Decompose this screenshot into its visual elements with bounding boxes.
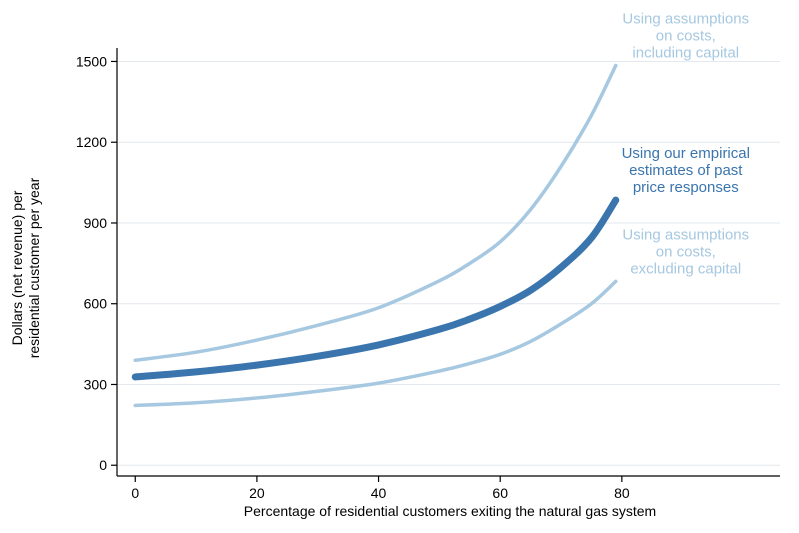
y-axis-title: Dollars (net revenue) per residential cu… bbox=[9, 177, 42, 358]
annotation-line: on costs, bbox=[656, 243, 716, 260]
annotation-line: on costs, bbox=[656, 27, 716, 44]
y-axis-title-line-2: residential customer per year bbox=[26, 177, 42, 358]
annotation-line: Using assumptions bbox=[622, 10, 749, 27]
annotation-line: Using assumptions bbox=[622, 226, 749, 243]
annotation-line: excluding capital bbox=[630, 260, 741, 277]
axes bbox=[111, 48, 780, 482]
y-tick-label-1500: 1500 bbox=[76, 53, 107, 69]
y-tick-label-1200: 1200 bbox=[76, 134, 107, 150]
x-tick-label-80: 80 bbox=[614, 485, 630, 501]
x-axis-title: Percentage of residential customers exit… bbox=[244, 503, 656, 519]
annotation-line: Using our empirical bbox=[622, 145, 750, 162]
series-line-empirical bbox=[131, 196, 620, 381]
annotation-line: including capital bbox=[632, 44, 739, 61]
series-lines bbox=[131, 63, 620, 408]
x-tick-label-40: 40 bbox=[371, 485, 387, 501]
x-tick-label-0: 0 bbox=[131, 485, 139, 501]
series-line-including-capital bbox=[133, 63, 618, 362]
x-tick-label-20: 20 bbox=[249, 485, 265, 501]
y-tick-label-600: 600 bbox=[84, 296, 108, 312]
annotation-line: estimates of past bbox=[629, 162, 743, 179]
y-tick-label-300: 300 bbox=[84, 376, 108, 392]
annotation-line: price responses bbox=[633, 179, 739, 196]
x-tick-label-60: 60 bbox=[492, 485, 508, 501]
y-axis-title-line-1: Dollars (net revenue) per bbox=[9, 190, 25, 345]
y-tick-label-900: 900 bbox=[84, 215, 108, 231]
y-tick-label-0: 0 bbox=[99, 457, 107, 473]
gridlines bbox=[117, 60, 780, 466]
series-line-excluding-capital bbox=[133, 279, 618, 408]
tick-labels: 0 300 600 900 1200 1500 0 20 40 60 80 bbox=[76, 53, 630, 501]
